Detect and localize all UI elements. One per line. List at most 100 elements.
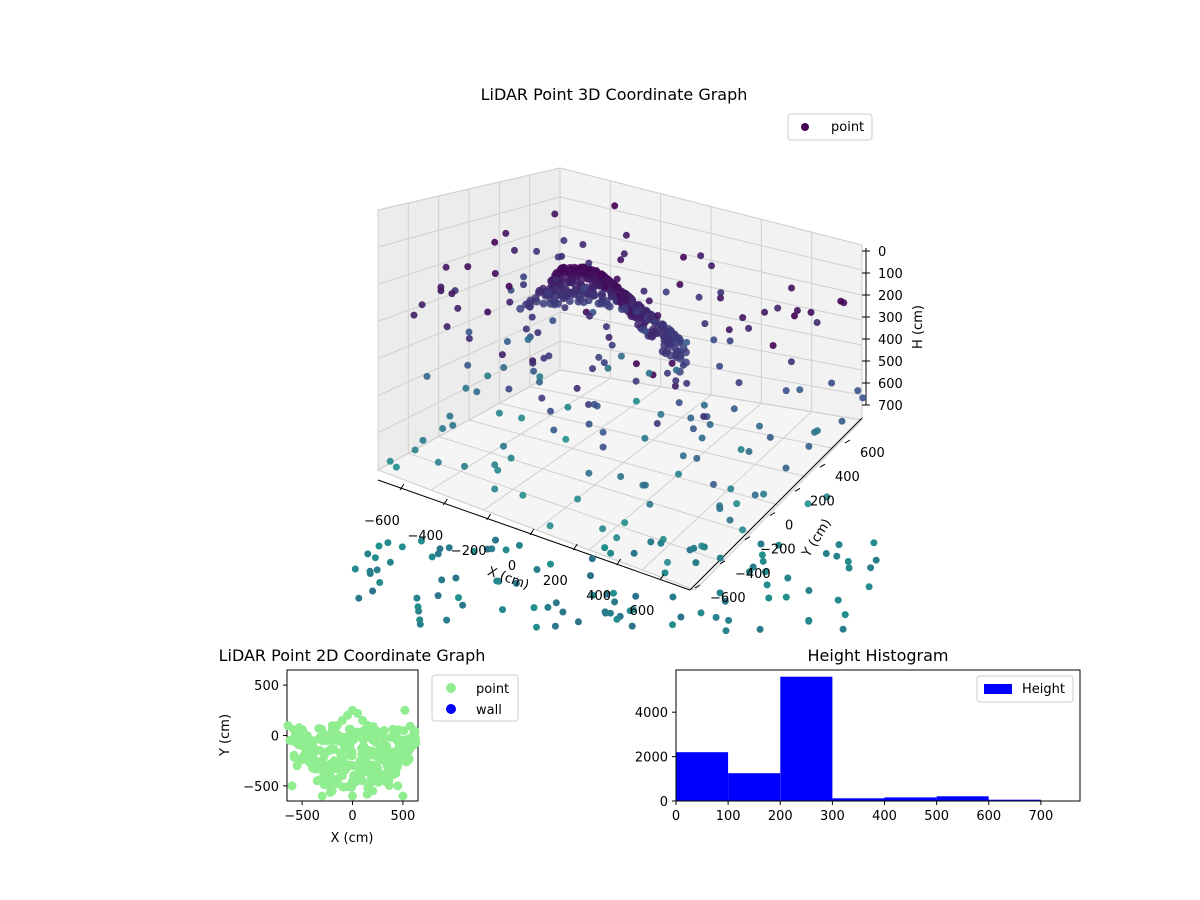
scatter-point-3d: [828, 379, 836, 387]
scatter-point-3d: [546, 522, 554, 530]
scatter-point-3d: [533, 247, 541, 255]
scatter-point-2d: [334, 756, 344, 766]
scatter-point-3d: [823, 493, 831, 501]
scatter-point-3d: [452, 574, 460, 582]
scatter-point-2d: [285, 736, 295, 745]
scatter-point-3d: [376, 579, 384, 586]
scatter-point-3d: [570, 286, 579, 295]
scatter-point-3d: [807, 308, 815, 316]
scatter-point-3d: [550, 296, 559, 305]
scatter-point-3d: [722, 627, 730, 635]
scatter-point-3d: [845, 564, 853, 572]
scatter-point-3d: [689, 425, 697, 433]
legend-3d-box: [787, 113, 873, 141]
scatter-point-3d: [392, 463, 400, 471]
scatter-point-3d: [470, 548, 478, 555]
scatter-point-3d: [526, 303, 534, 311]
scatter-point-3d: [598, 292, 607, 300]
scatter-point-2d: [348, 761, 357, 771]
scatter-point-3d: [620, 250, 628, 258]
scatter-point-3d: [544, 603, 552, 611]
scatter-point-2d: [305, 740, 315, 750]
y-tick-label-3d: 600: [860, 446, 885, 461]
scatter-point-3d: [839, 625, 847, 633]
scatter-point-3d: [459, 601, 467, 609]
scatter-point-2d: [302, 731, 312, 740]
scatter-point-2d: [289, 750, 299, 760]
scatter-point-3d: [622, 296, 630, 305]
scatter-point-2d: [400, 705, 410, 715]
scatter-point-3d: [706, 421, 714, 428]
scatter-point-3d: [423, 372, 431, 380]
scatter-point-2d: [325, 745, 335, 755]
scatter-point-3d: [617, 352, 625, 360]
scatter-point-3d: [654, 312, 662, 319]
x-tick-label-histogram: 500: [924, 809, 949, 824]
scatter-point-3d: [613, 615, 621, 623]
scatter-point-3d: [492, 536, 499, 544]
scatter-point-3d: [679, 452, 687, 460]
scatter-point-3d: [539, 299, 548, 308]
scatter-point-3d: [484, 372, 492, 380]
scatter-point-3d: [760, 490, 768, 498]
z-tick-label-3d: 700: [878, 399, 903, 414]
scatter-point-3d: [415, 607, 423, 615]
scatter-point-3d: [411, 446, 419, 454]
scatter-point-3d: [632, 377, 640, 385]
y-axis-line: [689, 417, 863, 591]
scatter-point-3d: [530, 604, 538, 612]
scatter-point-3d: [653, 420, 661, 427]
y-tick-label-histogram: 4000: [635, 706, 668, 721]
scatter-point-3d: [549, 317, 557, 325]
scatter-point-3d: [585, 469, 593, 477]
scatter-point-2d: [298, 754, 308, 764]
scatter-point-2d: [358, 776, 368, 786]
z-tick-label-3d: 0: [878, 245, 886, 260]
scatter-point-3d: [364, 550, 372, 558]
scatter-point-3d: [502, 229, 510, 237]
scatter-point-2d: [333, 731, 343, 741]
scatter-point-3d: [675, 470, 682, 478]
scatter-point-3d: [620, 304, 629, 313]
scatter-point-3d: [805, 587, 813, 594]
scatter-point-3d: [610, 589, 617, 597]
scatter-point-3d: [697, 252, 705, 260]
scatter-point-2d: [358, 766, 368, 776]
scatter-point-3d: [603, 301, 612, 310]
scatter-point-3d: [585, 420, 593, 428]
scatter-point-3d: [782, 593, 790, 601]
scatter-point-3d: [733, 500, 741, 508]
scatter-point-3d: [533, 566, 541, 573]
scatter-point-3d: [428, 553, 436, 561]
y-tick-label-3d: 400: [835, 470, 860, 485]
scatter-point-3d: [574, 495, 582, 503]
scatter-point-3d: [679, 344, 688, 353]
scatter-point-3d: [765, 594, 773, 602]
scatter-point-3d: [559, 608, 567, 616]
scatter-point-3d: [520, 273, 528, 281]
scatter-point-3d: [600, 359, 608, 367]
scatter-point-3d: [573, 384, 581, 392]
scatter-point-3d: [551, 622, 559, 630]
scatter-point-3d: [834, 596, 842, 604]
scatter-point-3d: [813, 319, 821, 326]
scatter-point-3d: [590, 291, 599, 300]
scatter-point-3d: [775, 541, 783, 549]
scatter-point-3d: [540, 354, 548, 362]
scatter-point-3d: [641, 481, 649, 489]
scatter-point-3d: [611, 598, 619, 606]
scatter-point-3d: [442, 263, 450, 271]
scatter-point-3d: [870, 539, 878, 547]
x-tick-label-2d: −500: [284, 809, 320, 824]
x-tick-label-2d: 0: [348, 809, 356, 824]
scatter-point-3d: [865, 583, 873, 591]
x-tick-3d: [616, 558, 622, 566]
scatter-point-3d: [529, 359, 537, 367]
scatter-point-3d: [552, 276, 560, 284]
x-tick-label-3d: 600: [630, 604, 655, 619]
scatter-point-3d: [398, 543, 406, 551]
scatter-point-3d: [434, 592, 442, 600]
scatter-point-3d: [445, 544, 453, 552]
scatter-point-3d: [697, 609, 705, 617]
